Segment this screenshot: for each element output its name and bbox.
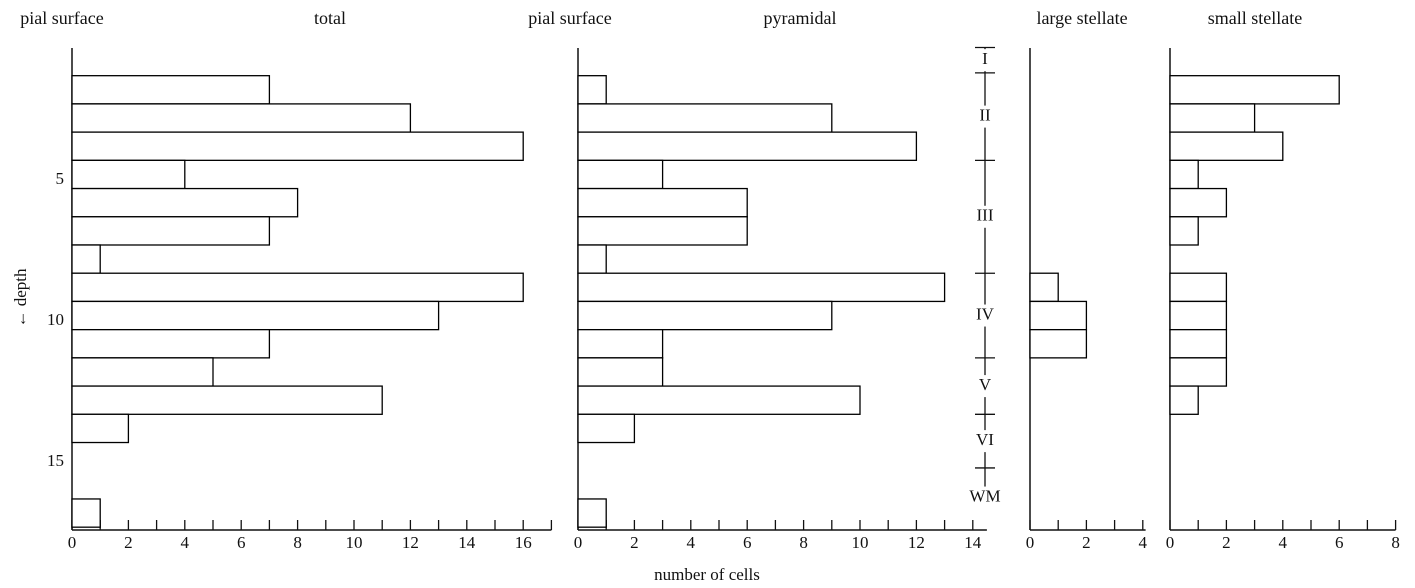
bar — [1169, 300, 1228, 331]
bar — [577, 413, 636, 444]
bar — [1169, 103, 1256, 133]
layer-label: VI — [976, 430, 994, 449]
bar — [1169, 75, 1340, 105]
bar — [71, 498, 101, 528]
bar — [71, 272, 524, 303]
bar — [1169, 187, 1228, 218]
layer-label-bg — [967, 486, 1003, 509]
x-tick-label: 4 — [687, 533, 696, 552]
x-tick-label: 14 — [458, 533, 476, 552]
x-tick-label: 4 — [181, 533, 190, 552]
bar — [1169, 216, 1199, 246]
x-tick-label: 8 — [293, 533, 302, 552]
bar — [577, 103, 833, 133]
bar — [1029, 328, 1088, 359]
panel-title: pyramidal — [764, 8, 837, 28]
bar — [71, 159, 186, 190]
bar — [1169, 357, 1228, 387]
bar — [577, 300, 833, 331]
x-tick-label: 6 — [237, 533, 246, 552]
layer-label-bg — [967, 304, 1003, 327]
bar — [1029, 272, 1059, 303]
bar — [71, 385, 383, 415]
bar — [577, 357, 664, 387]
layer-label-bg — [967, 430, 1003, 453]
x-tick-label: 16 — [515, 533, 532, 552]
bar — [71, 75, 271, 105]
bar — [577, 75, 607, 105]
x-tick-label: 0 — [1026, 533, 1035, 552]
bar — [577, 244, 607, 274]
bar — [71, 216, 271, 246]
x-tick-label: 0 — [68, 533, 77, 552]
bar — [1169, 328, 1228, 359]
panel-title: large stellate — [1036, 8, 1127, 28]
bar — [71, 103, 412, 133]
x-tick-label: 4 — [1139, 533, 1148, 552]
x-tick-label: 2 — [630, 533, 639, 552]
x-tick-label: 0 — [1166, 533, 1175, 552]
bar — [577, 328, 664, 359]
layer-label: WM — [969, 486, 1000, 505]
bar — [1169, 159, 1199, 190]
bar — [1169, 131, 1284, 161]
x-tick-label: 2 — [1222, 533, 1231, 552]
bar — [577, 216, 748, 246]
bar — [1169, 272, 1228, 303]
y-tick-label: 15 — [47, 451, 64, 470]
x-tick-label: 2 — [124, 533, 133, 552]
layer-label: V — [979, 375, 992, 394]
x-tick-label: 8 — [1391, 533, 1400, 552]
x-tick-label: 2 — [1082, 533, 1091, 552]
bar — [1029, 300, 1088, 331]
layer-label-bg — [967, 205, 1003, 228]
layer-label-bg — [967, 49, 1003, 72]
bar — [577, 159, 664, 190]
surface-label: pial surface — [20, 8, 103, 28]
bar — [71, 413, 130, 444]
bar — [71, 187, 299, 218]
x-tick-label: 0 — [574, 533, 583, 552]
x-tick-label: 6 — [743, 533, 752, 552]
x-tick-label: 8 — [799, 533, 808, 552]
bar — [71, 328, 271, 359]
x-tick-label: 12 — [402, 533, 419, 552]
layer-label: I — [982, 49, 988, 68]
x-tick-label: 10 — [852, 533, 869, 552]
surface-label: pial surface — [528, 8, 611, 28]
x-tick-label: 4 — [1279, 533, 1288, 552]
x-axis-label: number of cells — [654, 565, 760, 584]
bar — [577, 272, 946, 303]
y-tick-label: 5 — [56, 169, 65, 188]
y-axis-label: ← depth — [11, 268, 30, 328]
bar — [71, 357, 214, 387]
panel-title: small stellate — [1208, 8, 1302, 28]
bar — [577, 131, 918, 161]
bar — [1169, 385, 1199, 415]
bar — [577, 498, 607, 528]
bar — [71, 131, 524, 161]
panel-title: total — [314, 8, 346, 28]
layer-label-bg — [967, 105, 1003, 128]
bar — [577, 187, 748, 218]
x-tick-label: 6 — [1335, 533, 1344, 552]
bar — [71, 244, 101, 274]
layer-label: IV — [976, 304, 995, 323]
y-tick-label: 10 — [47, 310, 64, 329]
layer-label-bg — [967, 375, 1003, 398]
x-tick-label: 10 — [346, 533, 363, 552]
layer-label: III — [977, 206, 994, 225]
x-tick-label: 12 — [908, 533, 925, 552]
bar — [71, 300, 440, 331]
x-tick-label: 14 — [964, 533, 982, 552]
layer-label: II — [979, 106, 991, 125]
bar — [577, 385, 861, 415]
